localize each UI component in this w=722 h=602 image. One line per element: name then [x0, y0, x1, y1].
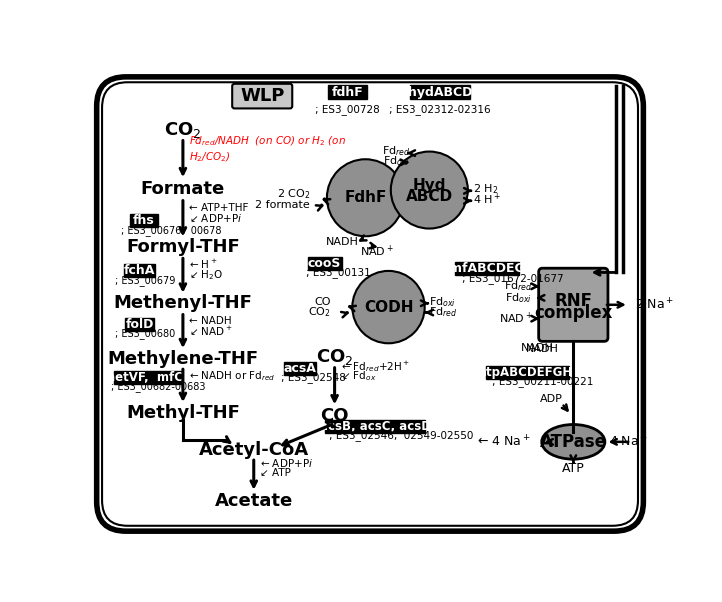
Text: 2 Na$^+$: 2 Na$^+$: [635, 297, 674, 312]
Text: ← NADH or Fd$_{red}$: ← NADH or Fd$_{red}$: [189, 368, 276, 382]
Text: ATP: ATP: [562, 462, 585, 476]
Text: NAD$^+$: NAD$^+$: [499, 311, 533, 326]
Text: ← 4 Na$^+$: ← 4 Na$^+$: [477, 434, 531, 450]
Text: ← H$^+$: ← H$^+$: [189, 258, 218, 272]
Text: Fd$_{oxi}$: Fd$_{oxi}$: [505, 291, 533, 305]
Text: ; ES3_00680: ; ES3_00680: [115, 329, 175, 340]
Text: ; ES3_00211-00221: ; ES3_00211-00221: [492, 376, 593, 387]
FancyBboxPatch shape: [232, 84, 292, 108]
Text: Methenyl-THF: Methenyl-THF: [113, 294, 253, 312]
FancyBboxPatch shape: [125, 318, 155, 331]
Text: FdhF: FdhF: [344, 190, 386, 205]
FancyBboxPatch shape: [329, 85, 367, 99]
Text: ; ES3_00676,  00678: ; ES3_00676, 00678: [121, 225, 222, 235]
Text: ← ATP+THF: ← ATP+THF: [189, 203, 248, 213]
FancyBboxPatch shape: [113, 371, 181, 383]
Text: Hyd: Hyd: [412, 178, 446, 193]
Text: mfABCDEG: mfABCDEG: [449, 262, 525, 275]
Text: ← NADH: ← NADH: [189, 316, 232, 326]
FancyBboxPatch shape: [124, 264, 155, 278]
Text: CODH: CODH: [364, 300, 413, 315]
Text: acsA: acsA: [284, 362, 316, 375]
FancyBboxPatch shape: [539, 268, 608, 341]
Text: 4 Na$^+$: 4 Na$^+$: [609, 434, 648, 450]
Text: ↙ ADP+P$i$: ↙ ADP+P$i$: [189, 212, 242, 224]
Text: ADP: ADP: [540, 394, 563, 405]
Text: atpABCDEFGHI: atpABCDEFGHI: [479, 366, 577, 379]
Text: ABCD: ABCD: [406, 190, 453, 205]
FancyBboxPatch shape: [102, 82, 638, 526]
Text: ← Fd$_{red}$+2H$^+$: ← Fd$_{red}$+2H$^+$: [341, 359, 410, 374]
Text: NADH: NADH: [326, 237, 359, 247]
FancyBboxPatch shape: [456, 262, 518, 275]
Text: Fd$_{red}$/NADH  (on CO) or H$_2$ (on
H$_2$/CO$_2$): Fd$_{red}$/NADH (on CO) or H$_2$ (on H$_…: [189, 135, 346, 164]
Text: acsB, acsC, acsD: acsB, acsC, acsD: [320, 420, 431, 433]
Text: 2 CO$_2$: 2 CO$_2$: [277, 187, 310, 201]
Text: cooS: cooS: [308, 256, 342, 270]
Text: NAD$^+$: NAD$^+$: [360, 243, 393, 258]
Text: WLP: WLP: [240, 87, 284, 105]
Text: metVF,  mfC2: metVF, mfC2: [103, 371, 191, 383]
Text: Methyl-THF: Methyl-THF: [126, 403, 240, 421]
Text: ATPase: ATPase: [540, 433, 606, 451]
Text: ↙ H$_2$O: ↙ H$_2$O: [189, 268, 224, 282]
Text: ; ES3_00679: ; ES3_00679: [115, 275, 175, 285]
FancyBboxPatch shape: [130, 214, 157, 226]
Text: RNF: RNF: [554, 292, 592, 310]
Text: Formate: Formate: [141, 180, 225, 198]
Text: Fd$_{oxi}$: Fd$_{oxi}$: [429, 295, 456, 309]
Text: ; ES3_00131: ; ES3_00131: [306, 267, 371, 278]
FancyBboxPatch shape: [97, 77, 643, 531]
Text: NADH: NADH: [526, 344, 559, 355]
Text: ; ES3_02312-02316: ; ES3_02312-02316: [389, 104, 491, 114]
Text: CO$_2$: CO$_2$: [316, 347, 353, 367]
Text: Fd$_{red}$: Fd$_{red}$: [504, 279, 533, 293]
Text: 2 H$_2$: 2 H$_2$: [473, 182, 498, 196]
Ellipse shape: [542, 424, 605, 459]
Text: fchA: fchA: [124, 264, 155, 278]
Text: ; ES3_02548: ; ES3_02548: [281, 373, 346, 383]
Text: CO$_2$: CO$_2$: [164, 120, 201, 140]
Text: ↙ Fd$_{ox}$: ↙ Fd$_{ox}$: [341, 368, 376, 382]
Text: ↙ NAD$^+$: ↙ NAD$^+$: [189, 324, 232, 338]
FancyBboxPatch shape: [284, 362, 316, 375]
Text: folD: folD: [126, 318, 154, 331]
Text: Acetyl-CoA: Acetyl-CoA: [199, 441, 309, 459]
Circle shape: [391, 152, 468, 229]
Text: complex: complex: [534, 304, 612, 322]
Text: Fd$_{red}$: Fd$_{red}$: [429, 305, 457, 318]
Text: CO$_2$: CO$_2$: [308, 306, 331, 320]
FancyBboxPatch shape: [410, 85, 470, 99]
Text: ; ES3_01672-01677: ; ES3_01672-01677: [461, 273, 563, 284]
Text: fdhF: fdhF: [332, 85, 364, 99]
Text: Methylene-THF: Methylene-THF: [108, 350, 258, 368]
Text: Fd$_{oxi}$: Fd$_{oxi}$: [383, 154, 409, 168]
Text: 4 H$^+$: 4 H$^+$: [473, 191, 501, 207]
Text: Formyl-THF: Formyl-THF: [126, 238, 240, 256]
Text: CO: CO: [321, 408, 349, 426]
Text: Acetate: Acetate: [214, 492, 293, 510]
Text: ; ES3_00728: ; ES3_00728: [316, 104, 380, 114]
Text: NADH: NADH: [521, 343, 554, 353]
Text: CO: CO: [314, 297, 331, 306]
Text: ← ADP+P$i$: ← ADP+P$i$: [260, 458, 313, 470]
Text: 2 formate: 2 formate: [255, 200, 310, 209]
Text: fhs: fhs: [133, 214, 155, 226]
FancyBboxPatch shape: [487, 366, 570, 379]
FancyBboxPatch shape: [326, 420, 425, 433]
Text: hydABCD: hydABCD: [408, 85, 472, 99]
Text: Fd$_{red}$: Fd$_{red}$: [382, 144, 411, 158]
Text: ; ES3_00682-00683: ; ES3_00682-00683: [111, 381, 206, 392]
Circle shape: [327, 160, 404, 236]
FancyBboxPatch shape: [308, 256, 342, 270]
Text: ; ES3_02546,  02549-02550: ; ES3_02546, 02549-02550: [329, 430, 474, 441]
Circle shape: [352, 271, 425, 343]
Text: ↙ ATP: ↙ ATP: [260, 468, 291, 479]
